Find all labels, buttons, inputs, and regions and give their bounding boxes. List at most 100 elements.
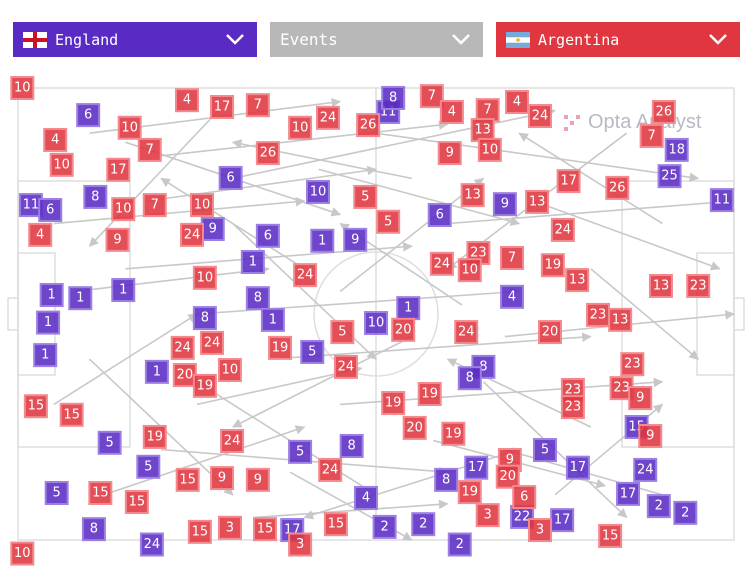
player-number: 19 xyxy=(545,258,562,273)
event-marker: 17 xyxy=(565,455,590,480)
player-number: 6 xyxy=(46,203,54,218)
event-marker: 9 xyxy=(492,192,517,217)
player-number: 5 xyxy=(296,444,304,459)
pass-arrow xyxy=(518,132,663,225)
event-marker: 10 xyxy=(10,76,35,100)
event-square xyxy=(97,430,122,455)
player-number: 15 xyxy=(63,407,80,422)
event-marker: 7 xyxy=(419,84,444,109)
event-square xyxy=(117,115,142,140)
event-marker: 8 xyxy=(83,184,108,209)
event-square xyxy=(411,512,436,537)
home-dropdown[interactable]: England xyxy=(13,22,257,57)
event-marker: 15 xyxy=(88,480,113,505)
player-number: 10 xyxy=(368,316,385,331)
away-dropdown[interactable]: Argentina xyxy=(496,22,740,57)
event-marker: 5 xyxy=(300,339,325,364)
event-square xyxy=(175,467,200,492)
player-number: 1 xyxy=(153,364,161,379)
event-marker: 24 xyxy=(318,457,343,482)
event-marker: 19 xyxy=(142,424,167,449)
event-square xyxy=(192,306,217,331)
player-number: 4 xyxy=(183,93,191,108)
event-square xyxy=(402,415,427,440)
event-square xyxy=(255,141,280,166)
player-number: 17 xyxy=(560,174,577,189)
event-marker: 11 xyxy=(709,188,734,213)
player-number: 1 xyxy=(76,291,84,306)
player-number: 9 xyxy=(446,146,454,161)
event-marker: 15 xyxy=(23,394,48,419)
player-number: 4 xyxy=(362,490,370,505)
argentina-flag xyxy=(506,31,530,48)
event-marker: 3 xyxy=(288,532,313,557)
event-square xyxy=(364,311,388,336)
pass-arrow xyxy=(196,287,521,315)
event-marker: 4 xyxy=(43,127,68,152)
pass-arrow xyxy=(533,200,721,271)
player-number: 13 xyxy=(464,188,481,203)
player-number: 8 xyxy=(389,90,397,105)
event-square xyxy=(330,320,355,345)
player-number: 24 xyxy=(204,335,221,350)
event-square xyxy=(217,515,242,540)
event-marker: 13 xyxy=(608,307,633,332)
event-marker: 4 xyxy=(28,222,53,247)
event-square xyxy=(477,137,502,162)
event-square xyxy=(565,268,590,293)
events-dropdown[interactable]: Events xyxy=(270,22,483,57)
player-number: 17 xyxy=(554,513,571,528)
event-marker: 15 xyxy=(124,490,149,515)
player-number: 24 xyxy=(637,462,654,477)
event-marker: 10 xyxy=(111,197,136,222)
event-marker: 15 xyxy=(598,523,623,548)
event-square xyxy=(620,352,645,377)
player-number: 24 xyxy=(144,537,161,552)
event-marker: 5 xyxy=(353,184,378,209)
event-square xyxy=(457,258,482,283)
event-square xyxy=(260,307,285,332)
player-number: 5 xyxy=(53,485,61,500)
event-square xyxy=(664,137,689,162)
event-marker: 24 xyxy=(220,429,245,454)
event-marker: 1 xyxy=(260,307,285,332)
event-marker: 2 xyxy=(372,514,397,539)
player-number: 4 xyxy=(448,104,456,119)
pass-arrow xyxy=(447,196,735,225)
player-number: 1 xyxy=(41,348,49,363)
player-number: 2 xyxy=(380,519,388,534)
player-number: 24 xyxy=(320,110,337,125)
event-square xyxy=(651,99,676,124)
pass-arrow xyxy=(53,196,306,225)
event-marker: 4 xyxy=(353,485,378,510)
event-square xyxy=(457,366,482,391)
event-square xyxy=(500,245,525,270)
event-marker: 10 xyxy=(192,265,217,290)
player-number: 10 xyxy=(310,184,327,199)
player-number: 1 xyxy=(404,301,412,316)
pass-arrow xyxy=(53,313,198,406)
event-marker: 10 xyxy=(306,179,331,204)
player-number: 2 xyxy=(456,537,464,552)
event-marker: 8 xyxy=(434,467,459,492)
event-square xyxy=(475,503,500,528)
event-marker: 5 xyxy=(97,430,122,455)
home-label: England xyxy=(55,30,119,49)
event-square xyxy=(356,113,381,138)
event-marker: 20 xyxy=(391,317,416,342)
event-marker: 10 xyxy=(288,115,313,140)
event-square xyxy=(217,358,242,383)
player-number: 8 xyxy=(254,291,262,306)
event-marker: 1 xyxy=(240,250,265,275)
player-number: 18 xyxy=(668,142,685,157)
event-marker: 1 xyxy=(396,296,421,321)
pass-arrow xyxy=(254,499,449,519)
event-square xyxy=(220,429,245,454)
event-marker: 7 xyxy=(245,93,270,118)
event-marker: 7 xyxy=(137,137,162,162)
player-number: 7 xyxy=(254,98,262,113)
player-number: 23 xyxy=(690,278,707,293)
event-square xyxy=(210,94,235,119)
event-marker: 6 xyxy=(76,103,101,128)
event-square xyxy=(124,490,149,515)
